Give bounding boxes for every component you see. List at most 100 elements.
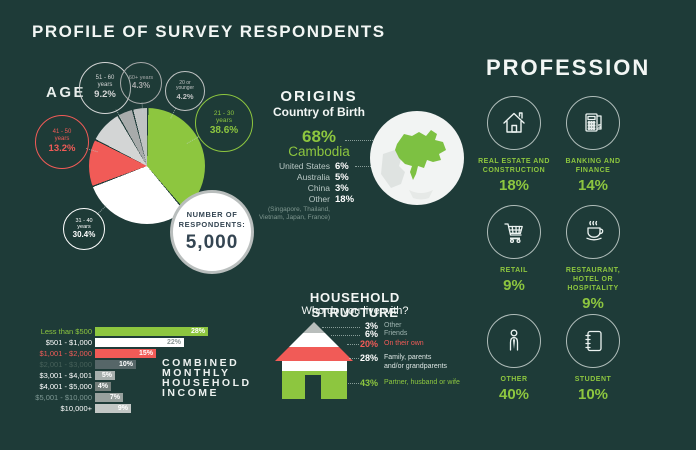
household-label-line: Friends	[384, 330, 408, 337]
profession-pct: 14%	[577, 177, 609, 194]
income-row: $3,001 - $4,001 5%	[22, 370, 115, 380]
age-bubble: 20 or younger 4.2%	[165, 71, 205, 111]
income-category-label: $5,001 - $10,000	[35, 392, 92, 402]
origins-subtitle: Country of Birth	[273, 105, 365, 119]
income-category-label: Less than $500	[40, 326, 92, 336]
income-title-line: INCOME	[162, 387, 219, 399]
connector-line	[331, 335, 360, 336]
profession-label-line: HOSPITALITY	[567, 285, 619, 292]
income-value-label: 22%	[166, 338, 181, 346]
profession-label-line: FINANCE	[575, 167, 611, 174]
connector-line	[322, 327, 360, 328]
age-unit-label: years	[216, 116, 232, 124]
household-row: 43% Partner, husband or wife	[332, 379, 460, 388]
profession-item: STUDENT 10%	[551, 314, 635, 403]
profession-label-line: STUDENT	[574, 376, 612, 383]
household-label-line: Family, parents	[384, 354, 432, 361]
profession-pct: 9%	[582, 295, 604, 312]
income-row: $10,000+ 9%	[22, 403, 131, 413]
profession-label-line: REAL ESTATE AND	[478, 158, 550, 165]
map-neighbor-land	[381, 150, 405, 188]
house-icon	[503, 112, 525, 133]
house-band	[282, 361, 347, 371]
country-pct: 6%	[335, 161, 349, 172]
income-title-line: COMBINED	[162, 357, 240, 369]
income-category-label: $10,000+	[60, 403, 93, 413]
cart-icon	[504, 223, 523, 244]
income-value-label: 15%	[138, 349, 153, 357]
respondents-circle: NUMBER OF RESPONDENTS: 5,000	[170, 190, 254, 274]
profession-pct: 9%	[503, 277, 525, 294]
age-pct-label: 38.6%	[209, 125, 239, 137]
profession-label-line: BANKING AND	[565, 158, 621, 165]
cambodia-map	[369, 110, 465, 206]
house-band	[289, 333, 339, 347]
age-range-label: 21 - 30	[213, 109, 235, 117]
country-pct: 5%	[335, 172, 349, 183]
profession-pct: 18%	[498, 177, 530, 194]
household-label-line: Partner, husband or wife	[384, 379, 460, 386]
profession-icon-circle: $	[566, 96, 620, 150]
profession-icon-circle	[566, 205, 620, 259]
age-unit-label: younger	[175, 85, 195, 92]
respondents-label: NUMBER OF	[186, 210, 238, 220]
income-value-label: 10%	[118, 360, 133, 368]
origins-country-list: United States 6% Australia 5% China 3% O…	[252, 161, 354, 205]
respondents-label: RESPONDENTS:	[178, 220, 246, 229]
connector-line	[348, 383, 359, 384]
age-pct-label: 13.2%	[48, 142, 76, 154]
profession-label: REAL ESTATE AND CONSTRUCTION	[478, 157, 550, 175]
country-name: China	[307, 183, 330, 193]
income-category-label: $1,001 - $2,000	[39, 348, 92, 358]
age-pct-label: 30.4%	[72, 230, 96, 240]
household-row: 20% On their own	[332, 340, 424, 349]
origins-country-row: Australia 5%	[252, 172, 354, 183]
age-pct-label: 4.3%	[131, 81, 151, 91]
household-title: HOUSEHOLD STRUCTURE	[309, 290, 401, 320]
income-bar: 28%	[95, 326, 208, 336]
household-pct: 28%	[359, 353, 378, 363]
profession-pct: 10%	[577, 386, 609, 403]
profession-icon-circle	[487, 314, 541, 368]
profession-label-line: CONSTRUCTION	[482, 167, 546, 174]
income-bar: 4%	[95, 381, 111, 391]
profession-icon-circle	[566, 314, 620, 368]
age-range-label: 41 - 50	[52, 129, 72, 136]
age-section-title: AGE	[46, 84, 87, 101]
age-bubble: 31 - 40 years 30.4%	[63, 208, 105, 250]
income-value-label: 9%	[117, 404, 128, 412]
profession-item: $ BANKING AND FINANCE 14%	[551, 96, 635, 194]
income-row: $501 - $1,000 22%	[22, 337, 184, 347]
origins-primary-pct: 68%	[301, 127, 337, 146]
profession-item: OTHER 40%	[472, 314, 556, 403]
household-row: 28% Family, parents and/or grandparents	[332, 354, 447, 371]
household-label: Friends	[384, 330, 407, 339]
profession-label: OTHER	[501, 375, 528, 384]
income-category-label: $4,001 - $5,000	[39, 381, 92, 391]
person-icon	[509, 329, 519, 351]
household-label-line: Other	[384, 322, 402, 329]
household-pct: 6%	[364, 329, 378, 339]
household-subtitle: Who do you live with?	[301, 305, 409, 317]
calculator-icon: $	[585, 113, 602, 132]
income-category-label: $501 - $1,000	[45, 337, 92, 347]
household-pct: 20%	[359, 339, 378, 349]
profession-label: RETAIL	[500, 266, 528, 275]
profession-label: RESTAURANT, HOTEL OR HOSPITALITY	[566, 266, 620, 293]
country-name: Australia	[296, 172, 330, 182]
profession-item: RETAIL 9%	[472, 205, 556, 294]
income-row: $4,001 - $5,000 4%	[22, 381, 111, 391]
house-pictogram	[270, 320, 355, 400]
age-range-label: 60+ years	[128, 74, 154, 81]
profession-label-line: RETAIL	[500, 267, 528, 274]
origins-note-line: (Singapore, Thailand,	[267, 206, 330, 213]
household-label: On their own	[384, 340, 424, 349]
age-range-label: 31 - 40	[75, 217, 93, 224]
income-category-label: $2,001 - $3,000	[39, 359, 92, 369]
income-bar: 7%	[95, 392, 123, 402]
household-label-line: and/or grandparents	[384, 362, 448, 370]
map-neighbor-land	[409, 190, 433, 200]
profession-label: STUDENT	[575, 375, 612, 384]
age-bubble: 60+ years 4.3%	[120, 62, 162, 104]
profession-pct: 40%	[498, 386, 530, 403]
